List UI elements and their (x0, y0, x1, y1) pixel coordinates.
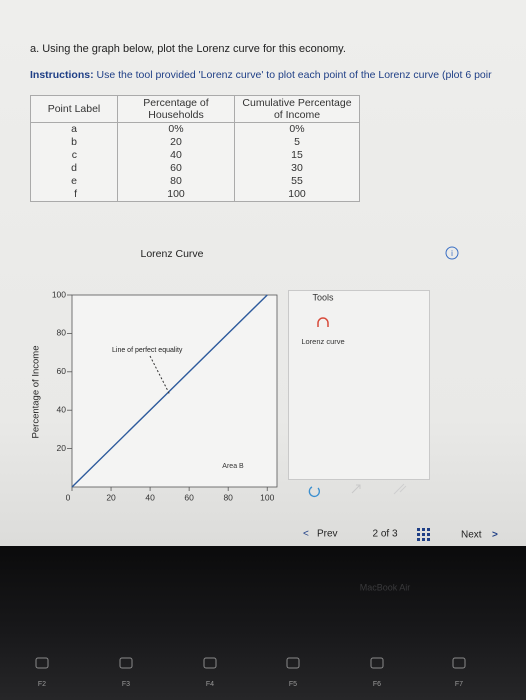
next-button[interactable]: Next (461, 530, 482, 541)
page-indicator: 2 of 3 (372, 529, 397, 540)
prev-arrow[interactable]: < (303, 529, 309, 540)
y-tick-label: 20 (57, 443, 67, 453)
key-icon (203, 657, 217, 669)
table-row: c 40 15 (30, 149, 360, 162)
next-arrow[interactable]: > (492, 530, 498, 541)
info-icon[interactable]: i (445, 246, 459, 260)
instructions-text: Use the tool provided 'Lorenz curve' to … (96, 69, 492, 81)
y-axis-label: Percentage of Income (31, 346, 42, 439)
table-cell: 100 (234, 188, 360, 202)
y-tick-label: 60 (57, 366, 67, 376)
key-icon (119, 657, 133, 669)
instructions-label: Instructions: (30, 69, 94, 81)
x-tick-label: 40 (145, 492, 155, 502)
function-key: F2 (38, 681, 46, 688)
function-key: F5 (289, 681, 297, 688)
key-icon (286, 657, 300, 669)
key-icon (370, 657, 384, 669)
y-tick-label: 100 (52, 289, 66, 299)
column-header: Percentage of Households (117, 95, 235, 123)
y-tick-label: 40 (57, 404, 67, 414)
svg-text:i: i (451, 249, 453, 258)
key-icon (35, 657, 49, 669)
line-label: Line of perfect equality (112, 347, 183, 354)
x-tick-label: 60 (184, 492, 194, 502)
chart-title: Lorenz Curve (140, 248, 203, 260)
table-row: a 0% 0% (30, 122, 360, 136)
table-cell: 5 (234, 136, 360, 149)
lorenz-tool-icon[interactable] (317, 317, 329, 327)
tool-item[interactable]: Lorenz curve (301, 337, 344, 346)
table-cell: 100 (117, 188, 235, 202)
table-row: d 60 30 (30, 162, 360, 175)
table-cell: 30 (234, 162, 360, 175)
instructions: Instructions: Use the tool provided 'Lor… (30, 69, 526, 81)
column-header: Point Label (30, 95, 118, 123)
annotation: Area B (222, 463, 244, 470)
laptop-bezel (0, 546, 526, 700)
tools-panel (288, 290, 430, 480)
prev-button[interactable]: Prev (317, 529, 338, 540)
x-tick-label: 80 (223, 492, 233, 502)
function-key: F3 (122, 681, 130, 688)
tools-title: Tools (312, 292, 334, 302)
function-key: F4 (206, 681, 214, 688)
function-key: F7 (455, 681, 463, 688)
plot-area (71, 294, 278, 488)
x-tick-label: 0 (66, 492, 71, 502)
equality-line (71, 294, 268, 488)
reset-icon[interactable] (308, 486, 320, 497)
undo-icon[interactable] (351, 484, 361, 494)
column-header: Cumulative Percentage of Income (234, 95, 360, 123)
label-pointer (149, 355, 171, 396)
brand-label: MacBook Air (360, 582, 411, 592)
table-cell: 0% (234, 122, 360, 136)
key-icon (452, 657, 466, 669)
table-cell: 15 (234, 149, 360, 162)
x-tick-label: 100 (260, 492, 274, 502)
function-key: F6 (373, 681, 381, 688)
delete-icon[interactable] (393, 483, 407, 495)
y-tick-label: 80 (57, 328, 67, 338)
table-row: e 80 55 (30, 175, 360, 188)
grid-menu-icon[interactable] (417, 528, 430, 541)
table-row: b 20 5 (30, 136, 360, 149)
x-tick-label: 20 (106, 492, 116, 502)
table-cell: 55 (234, 175, 360, 188)
table-row: f 100 100 (30, 188, 360, 202)
question: a. Using the graph below, plot the Loren… (30, 43, 346, 55)
data-table: Point Label Percentage of Households Cumul… (30, 95, 360, 202)
